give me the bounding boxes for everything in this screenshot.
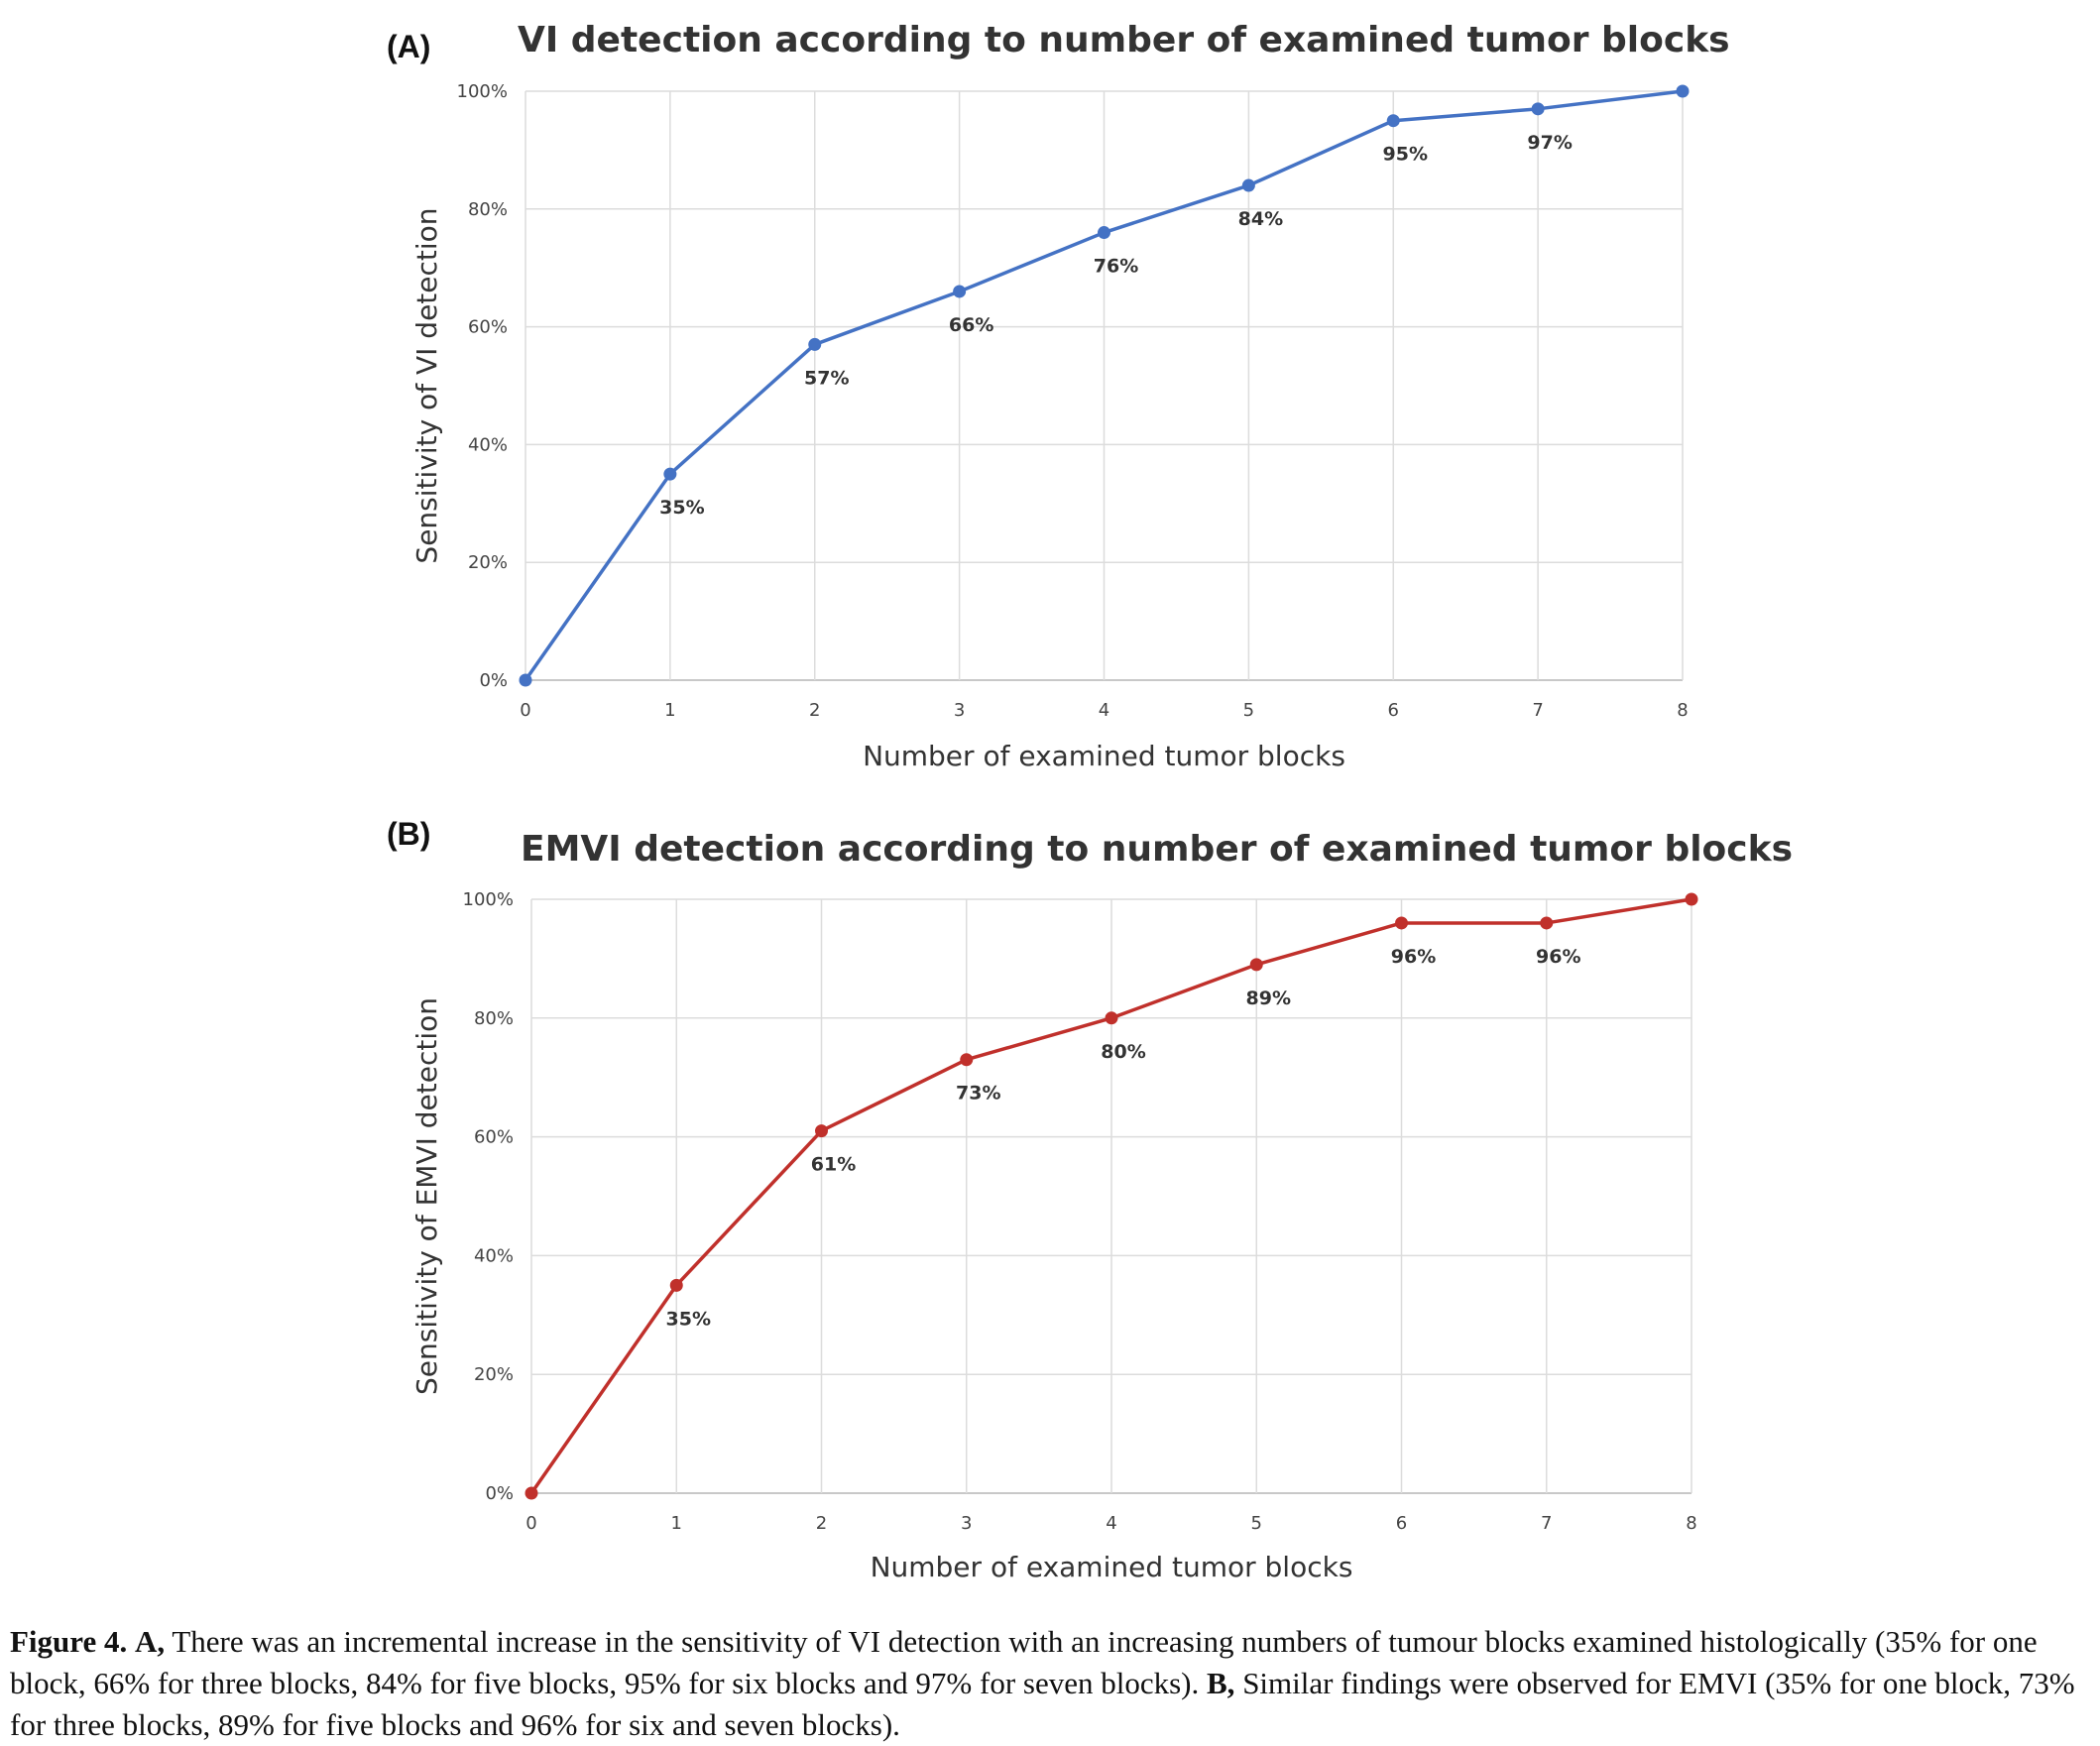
y-tick-label: 20% — [474, 1364, 514, 1385]
chart-title: EMVI detection according to number of ex… — [521, 829, 1793, 870]
data-point — [1105, 1011, 1118, 1025]
x-tick-label: 4 — [1106, 1513, 1116, 1534]
y-tick-label: 60% — [468, 317, 508, 338]
caption-part-a-text: There was an incremental increase in the… — [10, 1624, 2038, 1700]
data-label: 73% — [956, 1083, 1000, 1105]
y-tick-label: 80% — [468, 199, 508, 220]
x-tick-label: 6 — [1388, 700, 1399, 721]
y-tick-label: 0% — [485, 1483, 514, 1504]
x-tick-label: 3 — [954, 700, 965, 721]
x-tick-label: 2 — [816, 1513, 827, 1534]
data-point — [960, 1053, 974, 1067]
data-label: 84% — [1238, 208, 1283, 230]
data-point — [669, 1278, 683, 1292]
y-tick-label: 80% — [474, 1008, 514, 1029]
x-tick-label: 1 — [664, 700, 675, 721]
chart-emvi-detection: (B) EMVI detection according to number of… — [387, 816, 1793, 1583]
x-tick-label: 0 — [525, 1513, 536, 1534]
caption-figure-label: Figure 4. — [10, 1624, 128, 1659]
y-tick-label: 20% — [468, 552, 508, 573]
y-tick-label: 100% — [457, 81, 508, 102]
data-point — [525, 1486, 538, 1500]
x-tick-label: 3 — [961, 1513, 972, 1534]
data-label: 35% — [666, 1308, 711, 1330]
x-tick-label: 2 — [809, 700, 820, 721]
data-label: 66% — [949, 314, 993, 336]
y-tick-label: 40% — [474, 1245, 514, 1266]
data-point — [1249, 958, 1263, 972]
y-axis-label: Sensitivity of EMVI detection — [410, 997, 443, 1395]
data-point — [808, 337, 822, 351]
x-tick-label: 7 — [1532, 700, 1543, 721]
data-label: 96% — [1536, 946, 1580, 968]
data-label: 97% — [1527, 132, 1572, 154]
x-axis-label: Number of examined tumor blocks — [871, 1551, 1353, 1583]
data-point — [519, 673, 532, 687]
x-tick-label: 5 — [1243, 700, 1254, 721]
y-tick-label: 40% — [468, 434, 508, 455]
x-tick-label: 4 — [1099, 700, 1109, 721]
data-point — [1531, 102, 1545, 116]
x-tick-label: 7 — [1541, 1513, 1552, 1534]
y-tick-label: 60% — [474, 1127, 514, 1148]
x-tick-label: 8 — [1686, 1513, 1696, 1534]
x-axis-label: Number of examined tumor blocks — [863, 740, 1345, 772]
x-tick-label: 5 — [1251, 1513, 1262, 1534]
x-tick-label: 1 — [671, 1513, 682, 1534]
data-label: 61% — [811, 1154, 856, 1176]
figure-caption: Figure 4. A, There was an incremental in… — [10, 1621, 2092, 1746]
data-label: 76% — [1094, 256, 1138, 278]
data-point — [815, 1124, 828, 1138]
panel-label: (A) — [387, 29, 430, 64]
data-point — [1098, 226, 1110, 240]
data-label: 89% — [1246, 988, 1291, 1009]
data-label: 95% — [1383, 144, 1428, 166]
data-point — [1241, 178, 1255, 192]
y-tick-label: 100% — [463, 889, 514, 910]
chart-vi-detection: (A) VI detection according to number of e… — [387, 20, 1730, 772]
data-point — [953, 285, 967, 298]
data-point — [1685, 892, 1698, 906]
caption-part-a-label: A, — [135, 1624, 166, 1659]
x-tick-label: 0 — [520, 700, 530, 721]
data-label: 80% — [1101, 1041, 1145, 1063]
data-point — [1540, 916, 1554, 930]
y-axis-label: Sensitivity of VI detection — [410, 207, 443, 563]
data-label: 57% — [804, 367, 849, 389]
data-label: 96% — [1391, 946, 1436, 968]
data-point — [1386, 114, 1400, 128]
data-point — [1676, 84, 1690, 98]
data-point — [1395, 916, 1408, 930]
chart-title: VI detection according to number of exam… — [518, 20, 1730, 60]
panel-label: (B) — [387, 816, 430, 852]
caption-part-b-label: B, — [1207, 1666, 1235, 1700]
data-label: 35% — [659, 497, 704, 519]
x-tick-label: 8 — [1677, 700, 1688, 721]
y-tick-label: 0% — [479, 670, 508, 691]
x-tick-label: 6 — [1396, 1513, 1407, 1534]
data-point — [663, 467, 677, 481]
